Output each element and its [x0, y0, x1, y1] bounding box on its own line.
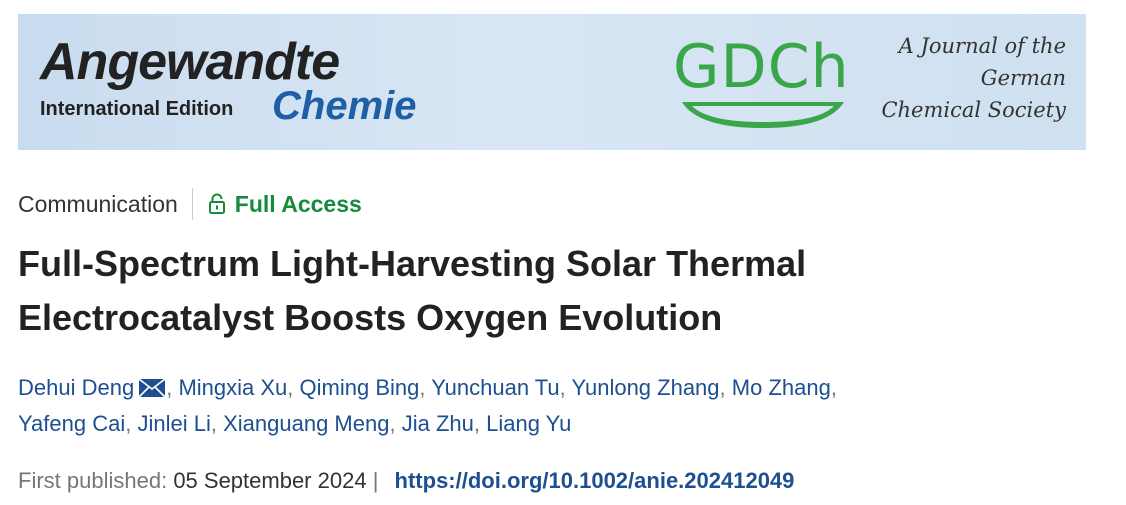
author-separator: , — [830, 375, 837, 400]
author-separator: , — [125, 411, 132, 436]
author-separator: , — [389, 411, 396, 436]
tagline: Chemical Society — [881, 98, 1066, 122]
author-link[interactable]: Yafeng Cai — [18, 411, 126, 436]
author-link[interactable]: Yunchuan Tu — [431, 375, 560, 400]
journal-banner: Angewandte International Edition Chemie … — [18, 14, 1086, 150]
author-separator: , — [210, 411, 217, 436]
author-list: Dehui Deng, Mingxia Xu, Qiming Bing, Yun… — [18, 370, 837, 442]
logo-bowl — [682, 102, 844, 128]
author-separator: , — [559, 375, 566, 400]
author-separator: , — [419, 375, 426, 400]
article-meta: Communication Full Access — [18, 188, 362, 220]
article-type: Communication — [18, 190, 178, 217]
author-link[interactable]: Liang Yu — [486, 411, 572, 436]
lock-icon — [208, 193, 225, 214]
separator: | — [372, 468, 379, 493]
author-separator: , — [473, 411, 480, 436]
author-link[interactable]: Mo Zhang — [731, 375, 831, 400]
tagline: German — [980, 66, 1066, 90]
author-separator: , — [166, 375, 173, 400]
access-badge: Full Access — [208, 190, 362, 218]
publication-info: First published: 05 September 2024 | htt… — [18, 468, 794, 494]
society-logo: GDCh — [673, 32, 850, 102]
author-link[interactable]: Dehui Deng — [18, 375, 135, 400]
author-separator: , — [719, 375, 726, 400]
author-separator: , — [287, 375, 294, 400]
journal-name: Angewandte — [40, 33, 340, 91]
author-link[interactable]: Jia Zhu — [401, 411, 474, 436]
author-link[interactable]: Mingxia Xu — [178, 375, 288, 400]
author-link[interactable]: Yunlong Zhang — [571, 375, 720, 400]
author-link[interactable]: Qiming Bing — [299, 375, 420, 400]
tagline: A Journal of the — [898, 34, 1066, 58]
access-label: Full Access — [234, 190, 362, 217]
doi-link[interactable]: https://doi.org/10.1002/anie.202412049 — [394, 468, 795, 493]
author-link[interactable]: Xianguang Meng — [223, 411, 390, 436]
article-title: Full-Spectrum Light-Harvesting Solar The… — [18, 243, 807, 284]
divider — [191, 188, 193, 220]
journal-subtitle: Chemie — [272, 84, 417, 128]
published-date: 05 September 2024 — [173, 468, 367, 493]
article-title: Electrocatalyst Boosts Oxygen Evolution — [18, 297, 723, 338]
published-label: First published: — [18, 468, 168, 493]
email-icon[interactable] — [138, 378, 166, 398]
author-link[interactable]: Jinlei Li — [137, 411, 211, 436]
journal-edition: International Edition — [40, 98, 234, 120]
